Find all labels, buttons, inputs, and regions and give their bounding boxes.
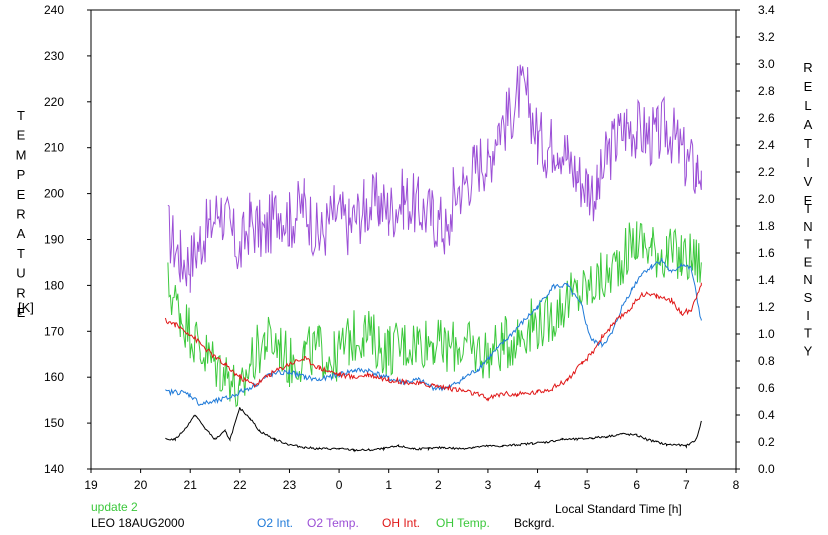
series-line-oh-int (164, 282, 702, 402)
legend-oh-int: OH Int. (382, 516, 420, 530)
axis-label-letter: I (806, 201, 810, 216)
y-right-tick-label: 1.2 (758, 300, 775, 314)
y-right-tick-label: 2.0 (758, 192, 775, 206)
x-tick-label: 6 (633, 478, 640, 492)
series-line-o2-temp (167, 64, 702, 293)
y-right-tick-label: 2.8 (758, 84, 775, 98)
series-line-bckgrd (165, 407, 702, 453)
axis-label-letter: A (17, 226, 26, 241)
y-left-tick-label: 170 (44, 324, 64, 338)
x-tick-label: 7 (683, 478, 690, 492)
axis-label-letter: S (804, 290, 813, 305)
axis-label-letter: T (17, 108, 25, 123)
axis-label-letter: Y (804, 343, 813, 358)
axis-label-letter: E (804, 79, 813, 94)
x-tick-label: 21 (184, 478, 198, 492)
axis-label-letter: R (16, 207, 25, 222)
y-right-tick-label: 0.4 (758, 408, 775, 422)
axis-label-letter: T (804, 326, 812, 341)
x-tick-label: 20 (134, 478, 148, 492)
y-left-tick-label: 230 (44, 49, 64, 63)
axis-label-letter: T (804, 237, 812, 252)
x-tick-label: 0 (336, 478, 343, 492)
axis-label-letter: V (804, 174, 813, 189)
y-left-tick-label: 200 (44, 187, 64, 201)
axis-label-letter: M (16, 147, 27, 162)
x-tick-label: 22 (233, 478, 247, 492)
axis-label-letter: E (804, 254, 813, 269)
y-right-tick-label: 3.0 (758, 57, 775, 71)
y-right-tick-label: 2.6 (758, 111, 775, 125)
y-right-tick-label: 1.8 (758, 219, 775, 233)
y-left-tick-label: 160 (44, 370, 64, 384)
left-axis-unit: [K] (18, 300, 34, 315)
y-right-tick-label: 0.2 (758, 435, 775, 449)
y-right-tick-label: 3.2 (758, 30, 775, 44)
series-line-oh-temp (167, 221, 702, 408)
y-right-tick-label: 1.0 (758, 327, 775, 341)
axis-label-letter: E (17, 128, 26, 143)
axis-label-letter: N (803, 272, 812, 287)
y-right-tick-label: 1.4 (758, 273, 775, 287)
legend-o2-temp: O2 Temp. (307, 516, 359, 530)
axis-layer: 19 20 21 22 23 0 1 2 3 4 5 6 7 8140150160170180190200… (44, 3, 775, 492)
y-left-tick-label: 240 (44, 3, 64, 17)
axis-label-letter: P (17, 167, 26, 182)
y-left-tick-label: 140 (44, 462, 64, 476)
axis-label-letter: I (806, 155, 810, 170)
y-right-tick-label: 0.0 (758, 462, 775, 476)
x-axis-label: Local Standard Time [h] (555, 502, 682, 516)
station-label: LEO 18AUG2000 (91, 516, 185, 530)
y-left-tick-label: 210 (44, 141, 64, 155)
x-tick-label: 3 (485, 478, 492, 492)
y-left-tick-label: 180 (44, 278, 64, 292)
y-right-tick-label: 3.4 (758, 3, 775, 17)
axis-label-letter: E (804, 193, 813, 208)
y-right-tick-label: 1.6 (758, 246, 775, 260)
axis-label-letter: R (803, 60, 812, 75)
axis-label-letter: N (803, 219, 812, 234)
legend-o2-int: O2 Int. (257, 516, 293, 530)
y-right-tick-label: 2.4 (758, 138, 775, 152)
x-tick-label: 1 (385, 478, 392, 492)
legend-bckgrd: Bckgrd. (514, 516, 555, 530)
series-line-o2-int (165, 257, 702, 407)
axis-label-letter: U (16, 266, 25, 281)
y-left-tick-label: 190 (44, 233, 64, 247)
axis-label-letter: E (17, 305, 26, 320)
x-tick-label: 4 (534, 478, 541, 492)
axis-label-letter: R (16, 285, 25, 300)
x-tick-label: 8 (733, 478, 740, 492)
axis-label-letter: T (804, 136, 812, 151)
y-left-tick-label: 150 (44, 416, 64, 430)
x-tick-label: 19 (84, 478, 98, 492)
axis-label-letter: L (804, 98, 811, 113)
x-tick-label: 2 (435, 478, 442, 492)
legend-oh-temp: OH Temp. (436, 516, 490, 530)
axis-label-letter: E (17, 187, 26, 202)
y-right-tick-label: 0.8 (758, 354, 775, 368)
x-tick-label: 5 (584, 478, 591, 492)
y-right-tick-label: 0.6 (758, 381, 775, 395)
axis-label-letter: I (806, 308, 810, 323)
x-tick-label: 23 (283, 478, 297, 492)
axis-label-letter: T (17, 246, 25, 261)
y-right-tick-label: 2.2 (758, 165, 775, 179)
update-label: update 2 (91, 500, 138, 514)
series-layer (164, 64, 702, 453)
axis-label-letter: A (804, 117, 813, 132)
y-left-tick-label: 220 (44, 95, 64, 109)
